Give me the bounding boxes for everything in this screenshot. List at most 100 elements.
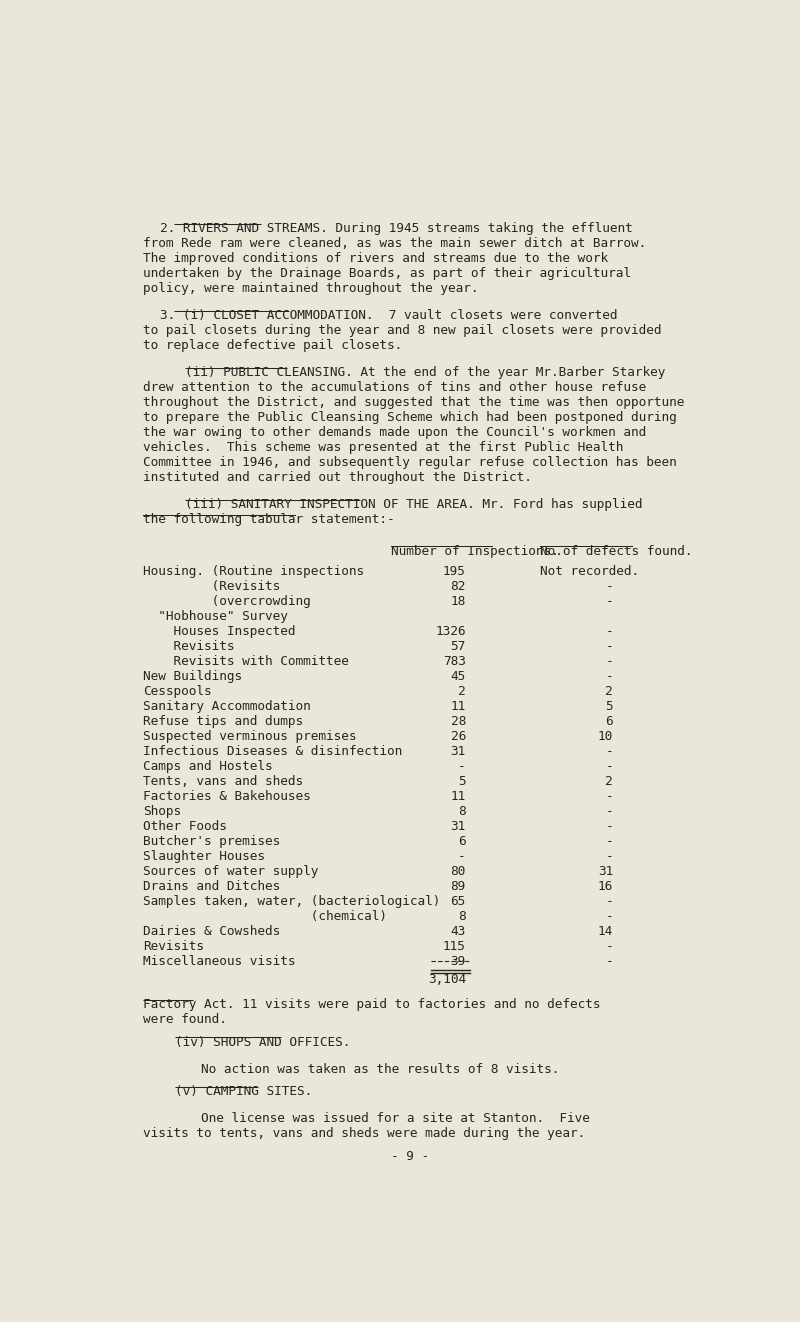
Text: Revisits with Committee: Revisits with Committee <box>142 654 349 668</box>
Text: vehicles.  This scheme was presented at the first Public Health: vehicles. This scheme was presented at t… <box>142 442 623 453</box>
Text: Tents, vans and sheds: Tents, vans and sheds <box>142 775 302 788</box>
Text: Dairies & Cowsheds: Dairies & Cowsheds <box>142 925 280 939</box>
Text: Sanitary Accommodation: Sanitary Accommodation <box>142 701 310 713</box>
Text: Not recorded.: Not recorded. <box>540 564 639 578</box>
Text: visits to tents, vans and sheds were made during the year.: visits to tents, vans and sheds were mad… <box>142 1128 585 1140</box>
Text: 2: 2 <box>606 775 613 788</box>
Text: 43: 43 <box>450 925 466 939</box>
Text: 82: 82 <box>450 580 466 592</box>
Text: 115: 115 <box>443 940 466 953</box>
Text: 3,104: 3,104 <box>428 973 466 986</box>
Text: 80: 80 <box>450 865 466 878</box>
Text: Drains and Ditches: Drains and Ditches <box>142 880 280 894</box>
Text: -: - <box>458 760 466 773</box>
Text: 57: 57 <box>450 640 466 653</box>
Text: -: - <box>606 640 613 653</box>
Text: were found.: were found. <box>142 1013 226 1026</box>
Text: 6: 6 <box>458 836 466 849</box>
Text: -: - <box>606 850 613 863</box>
Text: -: - <box>606 580 613 592</box>
Text: (overcrowding: (overcrowding <box>142 595 310 608</box>
Text: -: - <box>606 670 613 683</box>
Text: 18: 18 <box>450 595 466 608</box>
Text: -: - <box>606 791 613 802</box>
Text: to replace defective pail closets.: to replace defective pail closets. <box>142 338 402 352</box>
Text: Factories & Bakehouses: Factories & Bakehouses <box>142 791 310 802</box>
Text: (Revisits: (Revisits <box>142 580 280 592</box>
Text: 5: 5 <box>606 701 613 713</box>
Text: 14: 14 <box>598 925 613 939</box>
Text: -: - <box>458 850 466 863</box>
Text: Miscellaneous visits: Miscellaneous visits <box>142 956 295 968</box>
Text: 89: 89 <box>450 880 466 894</box>
Text: 31: 31 <box>450 820 466 833</box>
Text: Shops: Shops <box>142 805 181 818</box>
Text: Number of Inspections.: Number of Inspections. <box>390 545 558 558</box>
Text: (chemical): (chemical) <box>142 911 386 923</box>
Text: No action was taken as the results of 8 visits.: No action was taken as the results of 8 … <box>201 1063 559 1076</box>
Text: -: - <box>606 760 613 773</box>
Text: from Rede ram were cleaned, as was the main sewer ditch at Barrow.: from Rede ram were cleaned, as was the m… <box>142 237 646 250</box>
Text: Sources of water supply: Sources of water supply <box>142 865 318 878</box>
Text: 31: 31 <box>450 746 466 758</box>
Text: to prepare the Public Cleansing Scheme which had been postponed during: to prepare the Public Cleansing Scheme w… <box>142 411 676 424</box>
Text: 783: 783 <box>443 654 466 668</box>
Text: Samples taken, water, (bacteriological): Samples taken, water, (bacteriological) <box>142 895 440 908</box>
Text: (iii) SANITARY INSPECTION OF THE AREA. Mr. Ford has supplied: (iii) SANITARY INSPECTION OF THE AREA. M… <box>186 498 642 512</box>
Text: Other Foods: Other Foods <box>142 820 226 833</box>
Text: 31: 31 <box>598 865 613 878</box>
Text: The improved conditions of rivers and streams due to the work: The improved conditions of rivers and st… <box>142 251 608 264</box>
Text: Factory Act. 11 visits were paid to factories and no defects: Factory Act. 11 visits were paid to fact… <box>142 998 600 1011</box>
Text: -: - <box>606 956 613 968</box>
Text: -: - <box>606 895 613 908</box>
Text: (v) CAMPING SITES.: (v) CAMPING SITES. <box>175 1085 313 1099</box>
Text: Revisits: Revisits <box>142 640 234 653</box>
Text: policy, were maintained throughout the year.: policy, were maintained throughout the y… <box>142 282 478 295</box>
Text: -: - <box>606 746 613 758</box>
Text: No.of defects found.: No.of defects found. <box>540 545 693 558</box>
Text: 2. RIVERS AND STREAMS. During 1945 streams taking the effluent: 2. RIVERS AND STREAMS. During 1945 strea… <box>160 222 633 235</box>
Text: 2: 2 <box>458 685 466 698</box>
Text: Camps and Hostels: Camps and Hostels <box>142 760 272 773</box>
Text: Infectious Diseases & disinfection: Infectious Diseases & disinfection <box>142 746 402 758</box>
Text: 16: 16 <box>598 880 613 894</box>
Text: One license was issued for a site at Stanton.  Five: One license was issued for a site at Sta… <box>201 1112 590 1125</box>
Text: "Hobhouse" Survey: "Hobhouse" Survey <box>142 609 287 623</box>
Text: 195: 195 <box>443 564 466 578</box>
Text: instituted and carried out throughout the District.: instituted and carried out throughout th… <box>142 471 531 484</box>
Text: - 9 -: - 9 - <box>391 1150 429 1162</box>
Text: to pail closets during the year and 8 new pail closets were provided: to pail closets during the year and 8 ne… <box>142 324 661 337</box>
Text: 2: 2 <box>606 685 613 698</box>
Text: (iv) SHOPS AND OFFICES.: (iv) SHOPS AND OFFICES. <box>175 1035 350 1048</box>
Text: New Buildings: New Buildings <box>142 670 242 683</box>
Text: Committee in 1946, and subsequently regular refuse collection has been: Committee in 1946, and subsequently regu… <box>142 456 676 469</box>
Text: throughout the District, and suggested that the time was then opportune: throughout the District, and suggested t… <box>142 397 684 408</box>
Text: 6: 6 <box>606 715 613 728</box>
Text: 65: 65 <box>450 895 466 908</box>
Text: Revisits: Revisits <box>142 940 204 953</box>
Text: -: - <box>606 940 613 953</box>
Text: -: - <box>606 911 613 923</box>
Text: the following tabular statement:-: the following tabular statement:- <box>142 513 394 526</box>
Text: the war owing to other demands made upon the Council's workmen and: the war owing to other demands made upon… <box>142 426 646 439</box>
Text: 26: 26 <box>450 730 466 743</box>
Text: Houses Inspected: Houses Inspected <box>142 625 295 639</box>
Text: Butcher's premises: Butcher's premises <box>142 836 280 849</box>
Text: Suspected verminous premises: Suspected verminous premises <box>142 730 356 743</box>
Text: drew attention to the accumulations of tins and other house refuse: drew attention to the accumulations of t… <box>142 381 646 394</box>
Text: 8: 8 <box>458 911 466 923</box>
Text: -: - <box>606 654 613 668</box>
Text: -: - <box>606 595 613 608</box>
Text: -: - <box>606 805 613 818</box>
Text: 11: 11 <box>450 701 466 713</box>
Text: -: - <box>606 820 613 833</box>
Text: 45: 45 <box>450 670 466 683</box>
Text: 28: 28 <box>450 715 466 728</box>
Text: Refuse tips and dumps: Refuse tips and dumps <box>142 715 302 728</box>
Text: 11: 11 <box>450 791 466 802</box>
Text: -: - <box>606 625 613 639</box>
Text: Cesspools: Cesspools <box>142 685 211 698</box>
Text: undertaken by the Drainage Boards, as part of their agricultural: undertaken by the Drainage Boards, as pa… <box>142 267 630 280</box>
Text: 1326: 1326 <box>435 625 466 639</box>
Text: 3. (i) CLOSET ACCOMMODATION.  7 vault closets were converted: 3. (i) CLOSET ACCOMMODATION. 7 vault clo… <box>160 309 617 321</box>
